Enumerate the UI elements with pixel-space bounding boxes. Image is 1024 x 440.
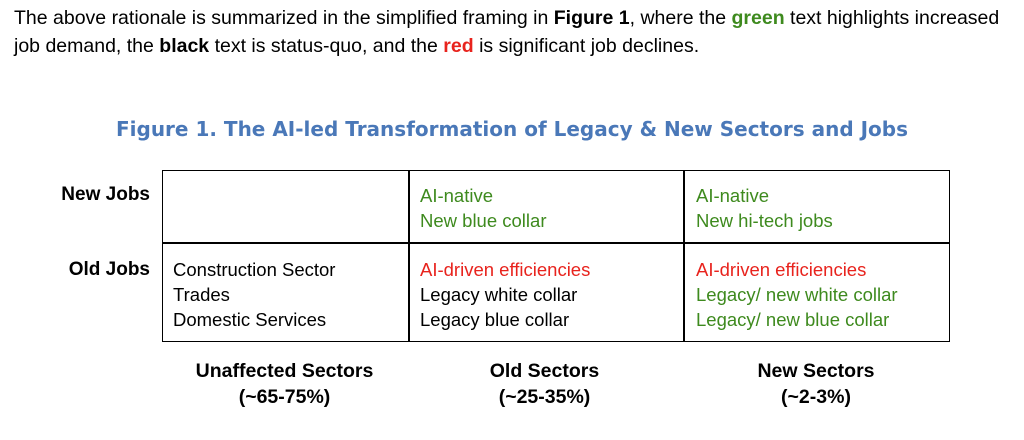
intro-text-1: The above rationale is summarized in the… (14, 7, 554, 29)
table-divider (163, 242, 949, 244)
column-label-share: (~2-3%) (781, 386, 851, 408)
cell-old-jobs-unaffected: Construction Sector Trades Domestic Servic… (173, 257, 335, 332)
cell-old-jobs-old-sectors: AI-driven efficiencies Legacy white colla… (420, 257, 590, 332)
cell-line: New blue collar (420, 210, 547, 231)
column-label-share: (~65-75%) (238, 386, 331, 408)
column-label-new-sectors: New Sectors (~2-3%) (682, 358, 950, 410)
intro-text-3: text highlights increased job demand, th… (14, 7, 1000, 57)
cell-line: AI-driven efficiencies (696, 259, 867, 280)
table-divider (683, 171, 685, 341)
green-keyword: green (731, 7, 785, 29)
intro-text-4: text is status-quo, and the (209, 35, 444, 57)
row-label-old-jobs: Old Jobs (68, 259, 150, 280)
column-label-name: New Sectors (757, 360, 875, 382)
figure-table: AI-native New blue collar AI-native New hi… (162, 170, 950, 342)
cell-line: Trades (173, 284, 230, 305)
black-keyword: black (159, 35, 210, 57)
cell-line: Legacy blue collar (420, 309, 570, 330)
red-keyword: red (443, 35, 474, 57)
cell-line: AI-native (420, 185, 494, 206)
cell-line: AI-native (696, 185, 770, 206)
cell-old-jobs-new-sectors: AI-driven efficiencies Legacy/ new white … (696, 257, 898, 332)
column-label-name: Old Sectors (489, 360, 600, 382)
intro-text-2: , where the (629, 7, 732, 29)
cell-line: Construction Sector (173, 259, 336, 280)
intro-paragraph: The above rationale is summarized in the… (14, 4, 1014, 60)
cell-line: Legacy/ new blue collar (696, 309, 890, 330)
row-label-new-jobs: New Jobs (61, 184, 150, 205)
intro-text-5: is significant job declines. (473, 35, 700, 57)
table-divider (408, 171, 410, 341)
figure-reference: Figure 1 (553, 7, 630, 29)
column-label-old-sectors: Old Sectors (~25-35%) (407, 358, 682, 410)
cell-new-jobs-new-sectors: AI-native New hi-tech jobs (696, 183, 833, 233)
figure-title: Figure 1. The AI-led Transformation of L… (115, 117, 908, 141)
cell-line: New hi-tech jobs (696, 210, 833, 231)
cell-line: Legacy white collar (420, 284, 578, 305)
column-label-unaffected: Unaffected Sectors (~65-75%) (162, 358, 407, 410)
cell-new-jobs-old-sectors: AI-native New blue collar (420, 183, 546, 233)
cell-line: Legacy/ new white collar (696, 284, 898, 305)
column-label-name: Unaffected Sectors (195, 360, 374, 382)
column-label-share: (~25-35%) (498, 386, 591, 408)
cell-line: AI-driven efficiencies (420, 259, 591, 280)
cell-line: Domestic Services (173, 309, 327, 330)
